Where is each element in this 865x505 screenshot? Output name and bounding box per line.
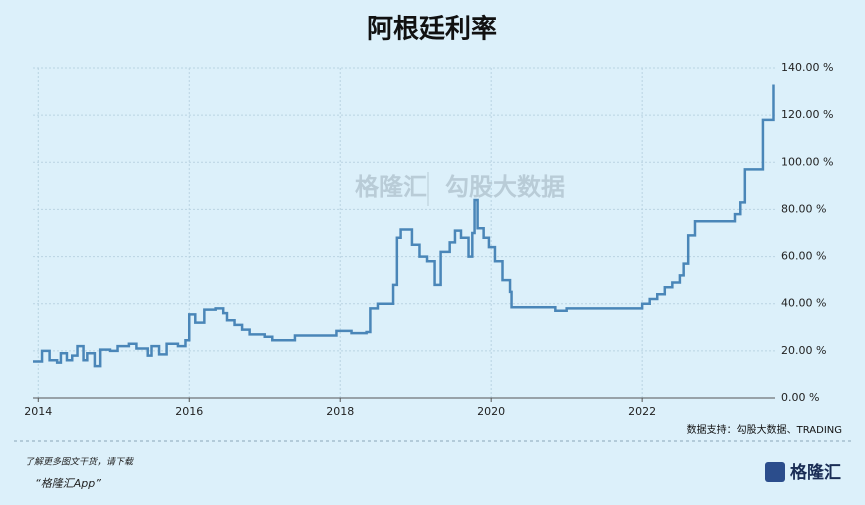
logo-text: 格隆汇 — [790, 462, 841, 483]
watermark-text: 勾股大数据 — [445, 173, 565, 201]
y-tick-label: 0.00 % — [781, 391, 819, 404]
chart-title: 阿根廷利率 — [367, 14, 497, 45]
x-tick-label: 2014 — [24, 405, 52, 418]
x-tick-label: 2022 — [628, 405, 656, 418]
y-tick-label: 60.00 % — [781, 250, 826, 263]
watermark: 格隆汇 勾股大数据 — [355, 172, 565, 206]
x-tick-label: 2018 — [326, 405, 354, 418]
x-tick-label: 2020 — [477, 405, 505, 418]
footer-text: 了解更多图文干货，请下载 — [25, 457, 134, 468]
rate-line — [33, 84, 775, 368]
footer-text: “格隆汇App” — [35, 477, 101, 490]
y-tick-label: 80.00 % — [781, 202, 826, 215]
watermark-text: 格隆汇 — [355, 173, 427, 201]
y-tick-label: 20.00 % — [781, 344, 826, 357]
y-tick-label: 140.00 % — [781, 61, 833, 74]
y-tick-label: 120.00 % — [781, 108, 833, 121]
logo-icon — [765, 462, 785, 482]
x-tick-label: 2016 — [175, 405, 203, 418]
source: 数据支持：勾股大数据、TRADING — [687, 423, 842, 436]
y-tick-label: 40.00 % — [781, 297, 826, 310]
y-tick-label: 100.00 % — [781, 155, 833, 168]
